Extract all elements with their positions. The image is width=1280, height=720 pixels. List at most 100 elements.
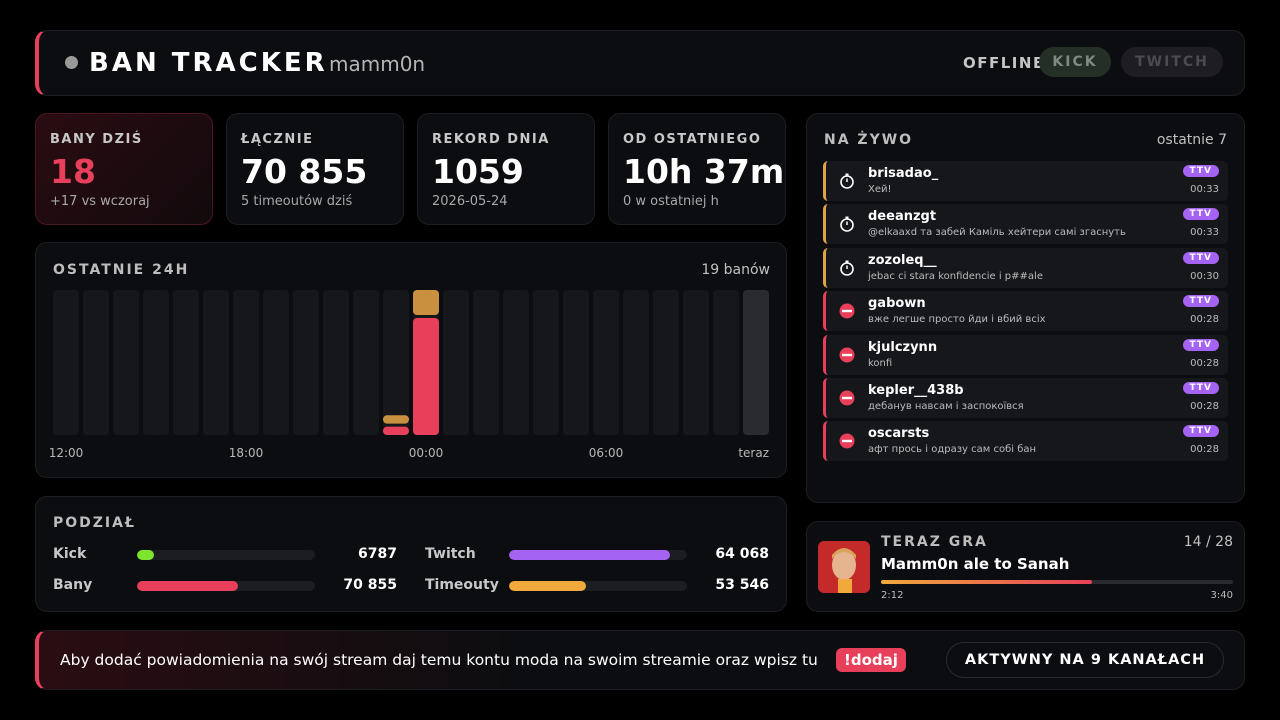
event-time: 00:28 [1190,400,1219,412]
stat-label: ŁĄCZNIE [241,132,314,147]
album-art [818,541,870,593]
twitch-button[interactable]: TWITCH [1121,47,1223,77]
bar-track [563,290,589,435]
x-tick-label: teraz [738,446,769,460]
stat-value: 1059 [432,152,524,191]
timer-icon-top [845,173,849,176]
bar-track [293,290,319,435]
breakdown-value: 64 068 [715,546,769,562]
live-subtitle: ostatnie 7 [1156,132,1227,148]
breakdown-value: 70 855 [343,577,397,593]
event-badge: TTV [1182,381,1219,394]
elapsed: 2:12 [881,590,904,601]
live-title: NA ŻYWO [824,132,914,148]
event-timeout: brisadao_ Хей! TTV 00:33 [823,161,1228,201]
bar-track [473,290,499,435]
bar-track [203,290,229,435]
stat-card: ŁĄCZNIE 70 855 5 timeoutów dziś [226,113,404,225]
chart-title: OSTATNIE 24H [53,262,190,278]
stat-card: REKORD DNIA 1059 2026-05-24 [417,113,595,225]
progress-bar [881,580,1093,584]
timer-icon-top [845,216,849,219]
event-time: 00:28 [1190,444,1219,456]
breakdown-bar [509,550,670,560]
event-timeout: deeanzgt @elkaaxd та забей Камiль хейтери… [823,204,1228,245]
event-icon [839,347,855,363]
event-badge: TTV [1182,165,1219,177]
bar-track [443,290,469,435]
event-ban: kepler__438b дебанув навсам і заспокоївся… [823,377,1228,418]
x-tick-label: 12:00 [49,446,84,460]
event-icon [840,173,854,189]
event-user: kepler__438b [868,382,964,398]
bar-track [143,290,169,435]
bar-track [593,290,619,435]
breakdown-track [509,550,687,560]
event-message: афт прось і одразу сам собі бан [868,444,1037,456]
bar-chart: 12:00 18:00 00:00 06:00 teraz [49,290,769,460]
bar-track [623,290,649,435]
stat-note: 0 w ostatniej h [623,194,719,209]
event-ban: kjulczynn konfi TTV 00:28 [823,334,1228,375]
timer-icon [840,175,854,189]
timer-icon [840,261,854,276]
bar [413,290,439,316]
bar-track [113,290,139,435]
stat-value: 10h 37m [623,152,785,191]
bar-track [533,290,559,435]
bar [413,318,439,435]
bar-track [713,290,739,435]
chart-subtitle: 19 banów [701,262,770,278]
breakdown-track [137,550,315,560]
breakdown-bar [137,581,239,591]
timer-icon [840,218,854,233]
bar-track [683,290,709,435]
event-message: дебанув навсам і заспокоївся [868,400,1024,412]
event-time: 00:30 [1190,270,1219,282]
breakdown-track [137,581,315,591]
event-user: zozoleq__ [868,252,937,268]
x-tick-label: 06:00 [589,446,624,460]
breakdown-value: 53 546 [715,577,769,593]
breakdown-name: Twitch [425,546,476,562]
kick-button[interactable]: KICK [1039,47,1111,77]
event-user: gabown [868,296,926,312]
stat-value: 18 [50,152,96,191]
stat-card: BANY DZIŚ 18 +17 vs wczoraj [35,113,213,225]
bar-track [653,290,679,435]
timer-icon-top [845,260,849,263]
breakdown-title: PODZIAŁ [53,515,136,531]
event-message: konfi [868,357,893,369]
stat-value: 70 855 [241,152,368,191]
event-message: вже легше просто йди і вбий всіх [868,314,1046,326]
breakdown-bar [509,581,586,591]
ban-icon-bar [842,353,852,356]
event-message: jebac ci stara konfidencie i p##ale [868,270,1043,282]
bar-track [323,290,349,435]
event-icon [839,303,855,319]
breakdown-name: Kick [53,546,87,562]
command: !dodaj [836,648,906,672]
stat-label: OD OSTATNIEGO [623,132,762,147]
event-message: @elkaaxd та забей Камiль хейтери самі зг… [868,227,1126,239]
header: BAN TRACKER mamm0n OFFLINE KICK TWITCH [35,30,1245,96]
event-badge: TTV [1182,208,1219,221]
event-icon [839,433,855,449]
footer-message: Aby dodać powiadomienia na swój stream d… [60,651,818,669]
status-dot [65,56,78,69]
x-tick-label: 00:00 [409,446,444,460]
now-playing: TERAZ GRA 14 / 28 Mamm0n ale to Sanah 2:… [806,521,1245,612]
breakdown-panel: PODZIAŁ Kick 6787 Twitch 64 068 Bany 70 855 Ti… [35,496,787,612]
stat-note: 5 timeoutów dziś [241,194,353,209]
stat-note: +17 vs wczoraj [50,194,150,209]
progress-track [881,580,1233,584]
event-user: deeanzgt [868,209,937,225]
event-badge: TTV [1182,251,1219,264]
queue-position: 14 / 28 [1183,534,1233,550]
breakdown-track [509,581,687,591]
stat-card: OD OSTATNIEGO 10h 37m 0 w ostatniej h [608,113,786,225]
event-icon [840,260,854,276]
bar-track [383,290,409,435]
event-user: kjulczynn [868,339,938,355]
